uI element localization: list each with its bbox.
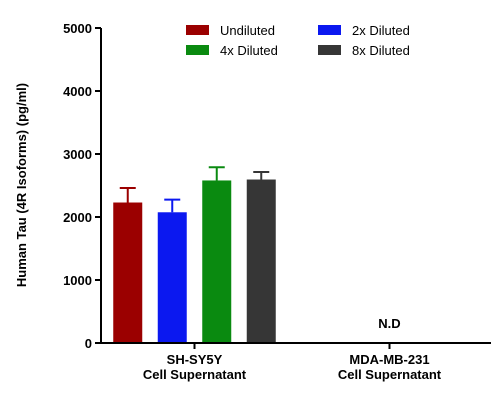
bar xyxy=(246,179,276,343)
y-axis-label: Human Tau (4R Isoforms) (pg/ml) xyxy=(14,83,29,287)
x-category-label: MDA-MB-231 xyxy=(349,352,429,367)
y-tick-label: 1000 xyxy=(63,273,92,288)
legend-label: 4x Diluted xyxy=(220,43,278,58)
legend-label: 2x Diluted xyxy=(352,23,410,38)
x-category-label: Cell Supernatant xyxy=(143,367,247,382)
y-ticks: 0 1000 2000 3000 4000 5000 xyxy=(63,21,101,351)
annotations: N.D xyxy=(378,316,400,331)
annotation-label: N.D xyxy=(378,316,400,331)
legend-swatch xyxy=(318,25,341,35)
error-bars-layer xyxy=(119,166,270,213)
bar xyxy=(202,180,232,343)
y-tick-label: 2000 xyxy=(63,210,92,225)
legend-label: Undiluted xyxy=(220,23,275,38)
legend-swatch xyxy=(186,25,209,35)
bar xyxy=(157,212,187,343)
bar xyxy=(113,202,143,343)
legend-label: 8x Diluted xyxy=(352,43,410,58)
y-tick-label: 4000 xyxy=(63,84,92,99)
y-tick-label: 5000 xyxy=(63,21,92,36)
bars-layer xyxy=(113,179,276,343)
y-tick-label: 3000 xyxy=(63,147,92,162)
legend: Undiluted 2x Diluted 4x Diluted 8x Diluted xyxy=(186,23,410,58)
legend-swatch xyxy=(318,45,341,55)
x-category-label: SH-SY5Y xyxy=(167,352,223,367)
axes xyxy=(100,28,491,344)
y-tick-label: 0 xyxy=(85,336,92,351)
x-category-label: Cell Supernatant xyxy=(338,367,442,382)
legend-swatch xyxy=(186,45,209,55)
